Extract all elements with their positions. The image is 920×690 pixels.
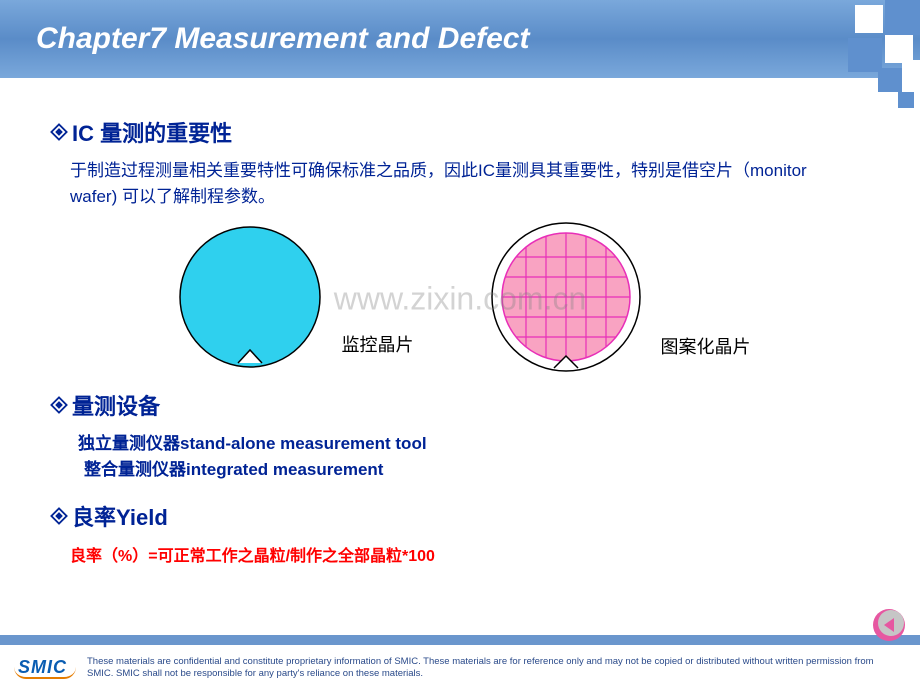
- slide-title: Chapter7 Measurement and Defect: [36, 22, 529, 56]
- section-2-body: 独立量测仪器stand-alone measurement tool 整合量测仪…: [78, 431, 870, 482]
- wafer-right-label: 图案化晶片: [661, 333, 751, 359]
- wafer-left-group: 监控晶片: [170, 222, 414, 377]
- section-3-heading: 良率Yield: [50, 500, 870, 532]
- patterned-wafer-icon: [484, 219, 649, 379]
- slide-footer: SMIC These materials are confidential an…: [0, 645, 920, 690]
- section-1-heading: IC 量测的重要性: [50, 116, 870, 148]
- wafer-right-group: 图案化晶片: [484, 219, 751, 379]
- wafer-left-label: 监控晶片: [342, 331, 414, 357]
- section-1-body: 于制造过程测量相关重要特性可确保标准之品质，因此IC量测具其重要性，特别是借空片…: [70, 158, 850, 209]
- diamond-bullet-icon: [50, 396, 68, 414]
- section-2-heading: 量测设备: [50, 389, 870, 421]
- wafer-diagram-row: www.zixin.com.cn 监控晶片: [50, 219, 870, 379]
- section-2-title: 量测设备: [72, 389, 160, 421]
- diamond-bullet-icon: [50, 123, 68, 141]
- tool-line-1: 独立量测仪器stand-alone measurement tool: [78, 431, 870, 457]
- header-pattern-icon: [780, 0, 920, 120]
- section-3-title: 良率Yield: [72, 500, 168, 532]
- slide-content: IC 量测的重要性 于制造过程测量相关重要特性可确保标准之品质，因此IC量测具其…: [0, 78, 920, 566]
- tool-line-2: 整合量测仪器integrated measurement: [84, 457, 870, 483]
- smic-logo-arc-icon: [14, 667, 76, 679]
- slide-header: Chapter7 Measurement and Defect: [0, 0, 920, 78]
- diamond-bullet-icon: [50, 507, 68, 525]
- return-icon[interactable]: [872, 608, 906, 642]
- smic-logo: SMIC: [18, 657, 67, 678]
- section-1-title: IC 量测的重要性: [72, 116, 232, 148]
- footer-disclaimer: These materials are confidential and con…: [87, 656, 902, 679]
- footer-band: [0, 635, 920, 645]
- yield-formula: 良率（%）=可正常工作之晶粒/制作之全部晶粒*100: [70, 542, 870, 566]
- monitor-wafer-icon: [170, 222, 330, 377]
